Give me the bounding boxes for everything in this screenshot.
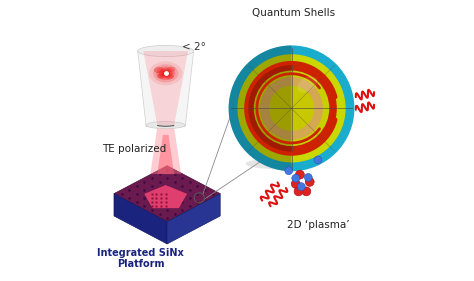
Circle shape bbox=[260, 77, 323, 140]
Polygon shape bbox=[114, 166, 220, 222]
Polygon shape bbox=[138, 51, 194, 126]
Circle shape bbox=[294, 187, 303, 196]
Ellipse shape bbox=[166, 74, 174, 79]
Polygon shape bbox=[228, 46, 292, 171]
Circle shape bbox=[285, 167, 292, 175]
Ellipse shape bbox=[157, 74, 164, 79]
Ellipse shape bbox=[156, 67, 175, 80]
Circle shape bbox=[237, 54, 346, 162]
Circle shape bbox=[304, 173, 312, 181]
Ellipse shape bbox=[297, 76, 318, 92]
Ellipse shape bbox=[246, 158, 321, 169]
Text: Integrated SiNx
Platform: Integrated SiNx Platform bbox=[97, 248, 184, 269]
Polygon shape bbox=[167, 194, 220, 244]
Text: Quantum Shells: Quantum Shells bbox=[252, 8, 336, 18]
Polygon shape bbox=[150, 126, 181, 174]
Ellipse shape bbox=[154, 67, 164, 73]
Circle shape bbox=[292, 174, 300, 182]
Polygon shape bbox=[145, 185, 187, 208]
Ellipse shape bbox=[153, 64, 178, 83]
Ellipse shape bbox=[146, 122, 185, 129]
Text: 2D ‘plasma’: 2D ‘plasma’ bbox=[287, 220, 349, 230]
Polygon shape bbox=[143, 51, 188, 125]
Text: < 2°: < 2° bbox=[182, 42, 206, 52]
Circle shape bbox=[314, 156, 322, 164]
Circle shape bbox=[228, 46, 355, 171]
Polygon shape bbox=[145, 185, 187, 208]
Circle shape bbox=[269, 86, 314, 131]
Circle shape bbox=[254, 71, 329, 146]
Circle shape bbox=[246, 63, 337, 154]
Ellipse shape bbox=[167, 67, 175, 72]
Ellipse shape bbox=[159, 69, 173, 78]
Polygon shape bbox=[114, 194, 167, 244]
Polygon shape bbox=[157, 135, 174, 174]
Circle shape bbox=[297, 183, 305, 191]
Circle shape bbox=[291, 179, 300, 188]
Circle shape bbox=[302, 187, 311, 196]
Circle shape bbox=[295, 170, 304, 179]
Ellipse shape bbox=[149, 62, 182, 85]
Circle shape bbox=[305, 177, 314, 186]
Ellipse shape bbox=[138, 46, 194, 56]
Ellipse shape bbox=[161, 70, 170, 76]
Text: TE polarized: TE polarized bbox=[102, 144, 166, 154]
